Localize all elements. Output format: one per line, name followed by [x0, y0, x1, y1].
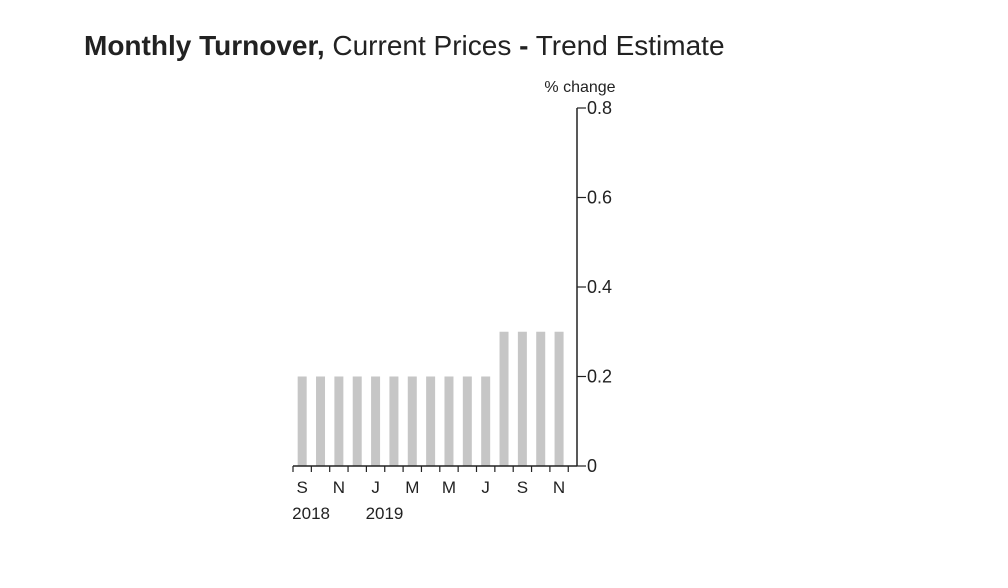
bar — [316, 376, 326, 466]
bar — [352, 376, 362, 466]
title-dash: - — [519, 30, 529, 61]
x-tick-label: S — [297, 478, 308, 497]
y-tick-label: 0 — [587, 456, 597, 476]
bar — [499, 331, 509, 466]
bar — [426, 376, 436, 466]
x-year-label: 2019 — [366, 504, 404, 523]
bar — [444, 376, 454, 466]
bar — [297, 376, 307, 466]
title-end: Trend Estimate — [528, 30, 725, 61]
bar — [517, 331, 527, 466]
bar — [481, 376, 491, 466]
bar — [371, 376, 381, 466]
x-tick-label: J — [481, 478, 490, 497]
title-middle: Current Prices — [324, 30, 520, 61]
x-tick-label: M — [442, 478, 456, 497]
x-year-label: 2018 — [292, 504, 330, 523]
x-tick-label: N — [553, 478, 565, 497]
bar — [407, 376, 417, 466]
y-tick-label: 0.8 — [587, 98, 612, 118]
x-tick-label: M — [405, 478, 419, 497]
y-tick-label: 0.6 — [587, 188, 612, 208]
title-bold: Monthly Turnover, — [84, 30, 325, 61]
bar — [462, 376, 472, 466]
x-tick-label: S — [517, 478, 528, 497]
bar — [334, 376, 344, 466]
y-tick-label: 0.2 — [587, 367, 612, 387]
x-tick-label: N — [333, 478, 345, 497]
chart-title: Monthly Turnover, Current Prices - Trend… — [84, 30, 725, 62]
y-axis-label: % change — [544, 79, 615, 96]
x-tick-label: J — [371, 478, 380, 497]
bar — [554, 331, 564, 466]
bar — [536, 331, 546, 466]
bar — [389, 376, 399, 466]
y-tick-label: 0.4 — [587, 277, 612, 297]
